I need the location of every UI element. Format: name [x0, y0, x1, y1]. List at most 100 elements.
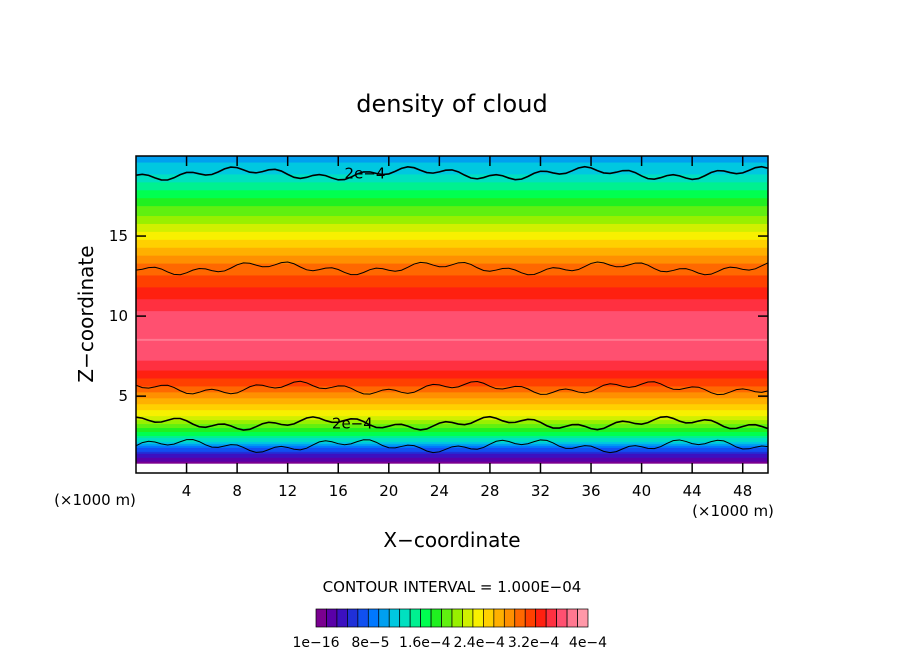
x-axis: 4 8 12 16 20 24 28 32 36 40 44 48	[182, 156, 752, 500]
field-band	[136, 284, 768, 288]
x-tick-label: 48	[733, 482, 752, 500]
colorbar-swatch	[577, 608, 589, 628]
field-band	[136, 175, 768, 179]
field-band	[136, 225, 768, 228]
field-band	[136, 241, 768, 244]
colorbar-swatch	[462, 608, 474, 628]
field-band	[136, 437, 768, 440]
field-band	[136, 465, 768, 468]
colorbar-swatch	[451, 608, 463, 628]
field-band	[136, 201, 768, 205]
field-band	[136, 455, 768, 458]
field-band	[136, 419, 768, 423]
field-band	[136, 185, 768, 189]
field-band	[136, 326, 768, 329]
field-band	[136, 181, 768, 185]
field-band	[136, 310, 768, 314]
field-band	[136, 403, 768, 407]
x-tick-label: 44	[683, 482, 702, 500]
field-band	[136, 461, 768, 464]
field-band	[136, 229, 768, 232]
field-band	[136, 288, 768, 292]
contour-lines	[136, 165, 768, 454]
field-band	[136, 161, 768, 165]
field-band	[136, 272, 768, 276]
field-band	[136, 261, 768, 264]
field-band	[136, 187, 768, 191]
field-band	[136, 165, 768, 169]
field-band	[136, 441, 768, 444]
field-band	[136, 346, 768, 349]
y-axis-label: Z−coordinate	[74, 245, 98, 382]
colorbar	[315, 608, 589, 628]
field-band	[136, 322, 768, 326]
field-band	[136, 435, 768, 438]
field-band	[136, 227, 768, 230]
field-band	[136, 369, 768, 373]
field-band	[136, 356, 768, 359]
field-band	[136, 364, 768, 367]
colorbar-label: 3.2e−4	[508, 635, 560, 651]
colorbar-swatch	[472, 608, 484, 628]
field-band	[136, 393, 768, 397]
colorbar-labels: 1e−16 8e−5 1.6e−4 2.4e−4 3.2e−4 4e−4	[292, 635, 607, 651]
field-band	[136, 407, 768, 411]
field-band	[136, 334, 768, 337]
field-band	[136, 163, 768, 167]
field-band	[136, 211, 768, 215]
field-band	[136, 312, 768, 316]
colorbar-swatch	[556, 608, 568, 628]
field-band	[136, 171, 768, 175]
y-axis: 5 10 15	[109, 227, 768, 405]
field-band	[136, 449, 768, 452]
colorbar-swatch	[535, 608, 547, 628]
field-band	[136, 379, 768, 383]
field-band	[136, 203, 768, 207]
contour-label: 2e−4	[332, 414, 373, 432]
field-band	[136, 183, 768, 187]
colorbar-swatch	[483, 608, 495, 628]
field-band	[136, 156, 768, 159]
colorbar-swatch	[420, 608, 432, 628]
colorbar-swatch	[347, 608, 359, 628]
field-band	[136, 233, 768, 236]
x-unit-right: (×1000 m)	[692, 502, 774, 520]
field-band	[136, 387, 768, 391]
field-band	[136, 296, 768, 300]
field-band	[136, 344, 768, 347]
field-band	[136, 342, 768, 345]
field-band	[136, 443, 768, 446]
field-band	[136, 328, 768, 331]
field-band	[136, 381, 768, 385]
x-tick-label: 20	[379, 482, 398, 500]
colorbar-swatch	[409, 608, 421, 628]
contour-labels: 2e−4 2e−4	[332, 165, 386, 433]
field-band	[136, 300, 768, 304]
colorbar-swatch	[514, 608, 526, 628]
field-band	[136, 179, 768, 183]
field-band	[136, 217, 768, 220]
colorbar-label: 8e−5	[351, 635, 389, 651]
field-band	[136, 286, 768, 290]
field-band	[136, 253, 768, 256]
field-band	[136, 207, 768, 211]
x-axis-label: X−coordinate	[383, 528, 520, 552]
x-tick-label: 12	[278, 482, 297, 500]
x-tick-label: 36	[581, 482, 600, 500]
colorbar-swatch	[399, 608, 411, 628]
colorbar-swatch	[336, 608, 348, 628]
field-band	[136, 367, 768, 371]
colorbar-label: 2.4e−4	[453, 635, 505, 651]
contour-line	[136, 438, 768, 454]
field-band	[136, 298, 768, 302]
field-band	[136, 451, 768, 454]
field-band	[136, 373, 768, 377]
field-band	[136, 195, 768, 199]
field-band	[136, 243, 768, 246]
field-band	[136, 425, 768, 429]
field-band	[136, 193, 768, 197]
field-band	[136, 375, 768, 379]
y-tick-label: 5	[118, 387, 128, 405]
field-band	[136, 395, 768, 399]
field-band	[136, 264, 768, 268]
